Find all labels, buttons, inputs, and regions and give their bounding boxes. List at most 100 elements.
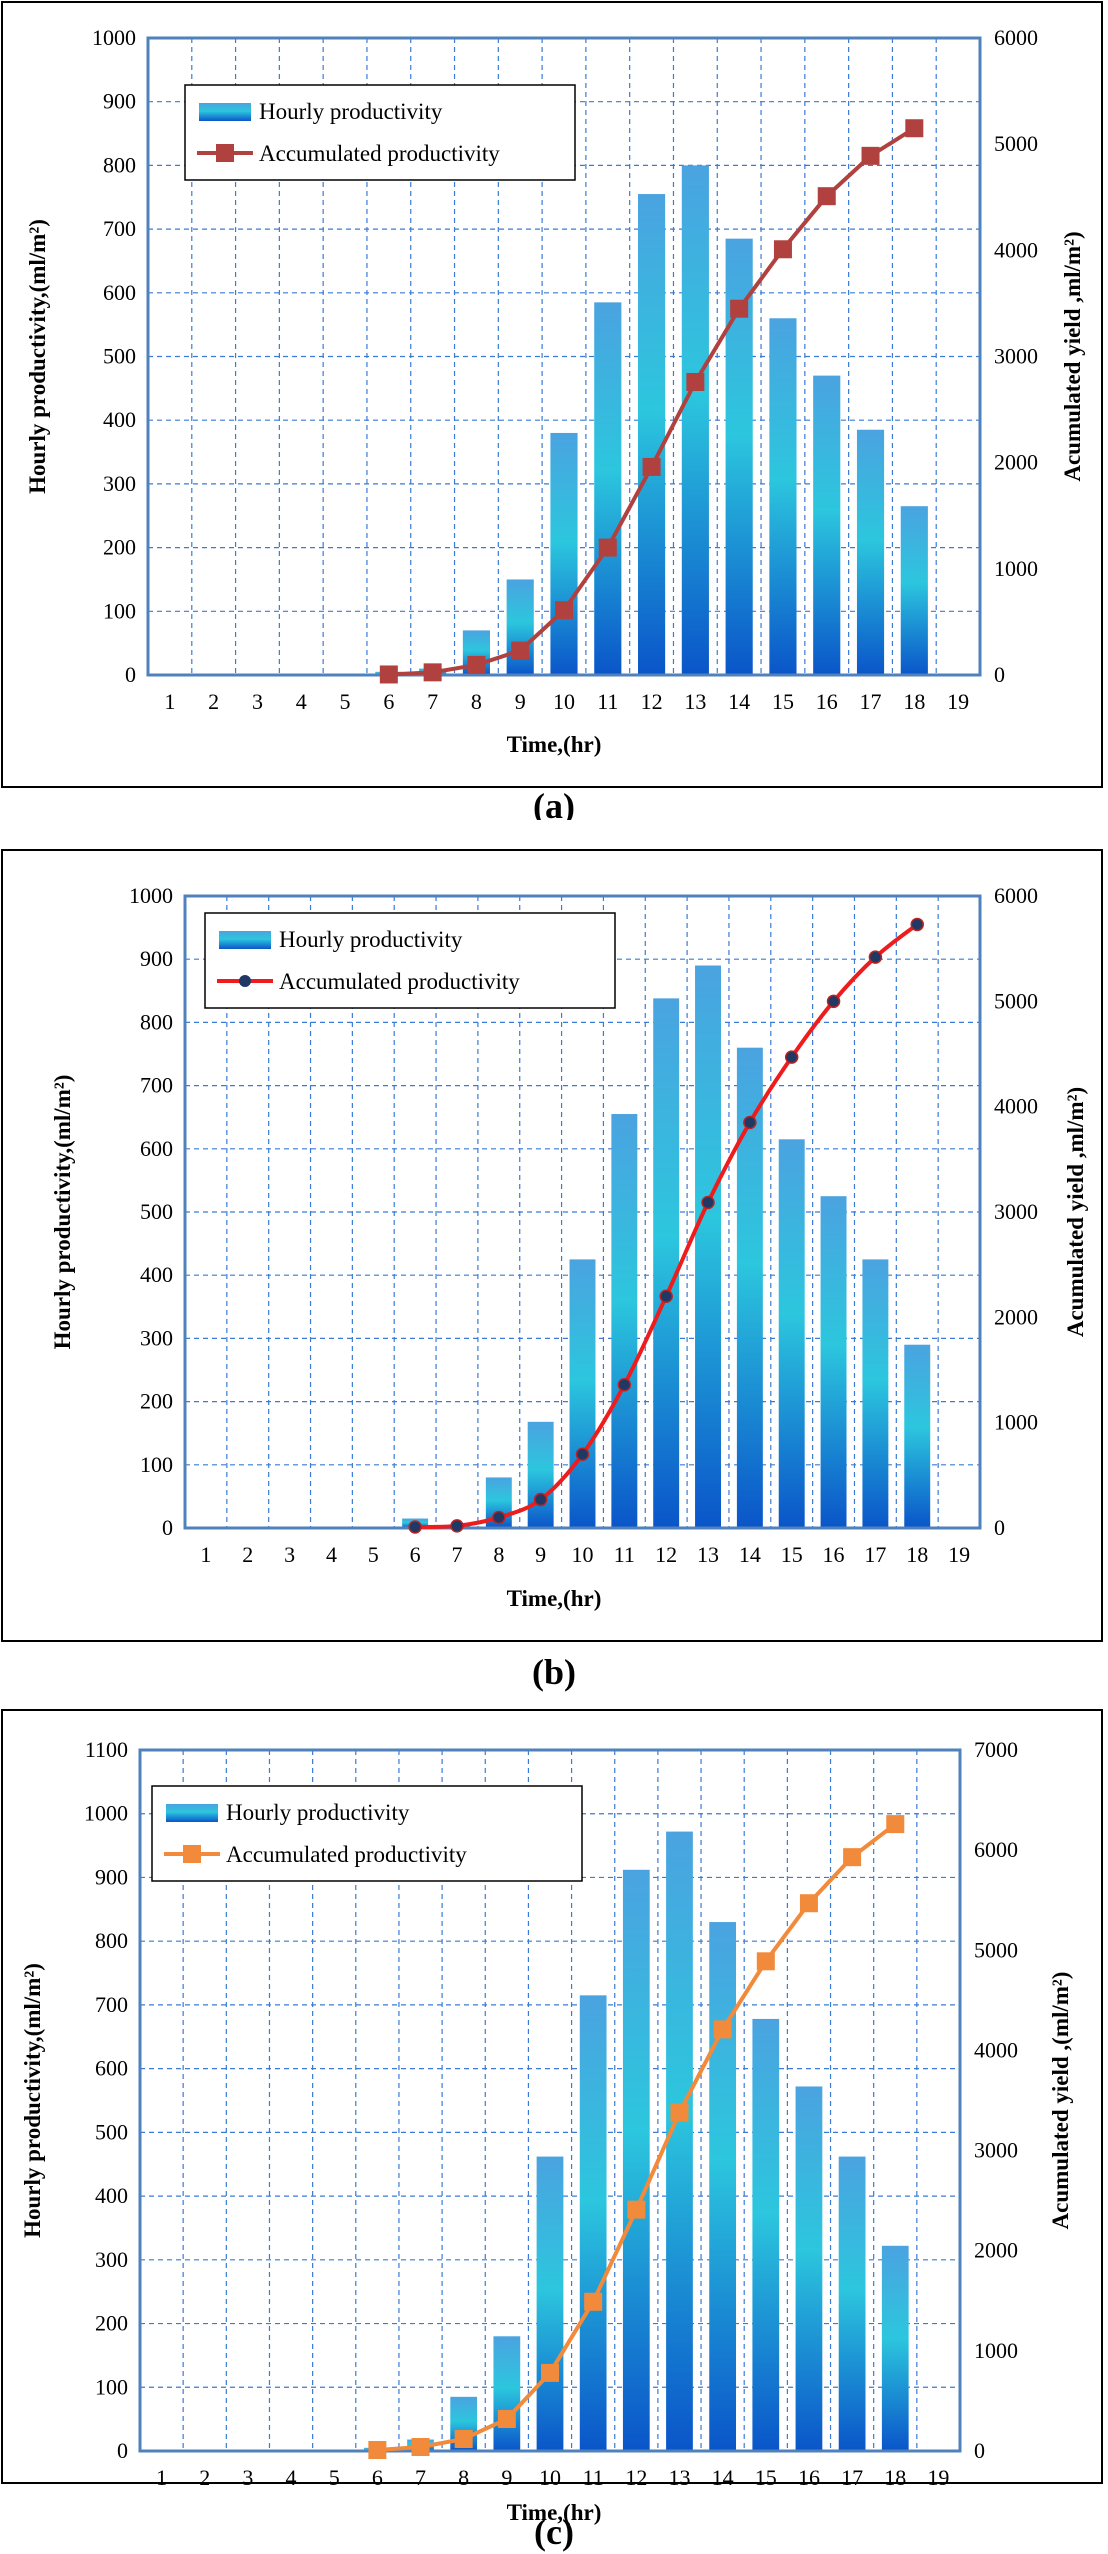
- plot-area-border: [138, 1748, 962, 2453]
- x-tick-label: 4: [296, 689, 307, 714]
- y2-tick-label: 5000: [994, 988, 1038, 1013]
- accumulated-point-hour-9: [497, 2409, 516, 2428]
- x-tick-label: 9: [501, 2465, 512, 2490]
- accumulated-point-hour-16: [799, 1894, 818, 1913]
- x-tick-label: 10: [572, 1542, 594, 1567]
- legend-label-hourly: Hourly productivity: [226, 1800, 410, 1825]
- y-axis-title: Hourly productivity,(ml/m²): [25, 219, 50, 494]
- y-tick-label: 100: [103, 598, 136, 623]
- legend-box: [184, 84, 576, 181]
- accumulated-point-hour-17: [843, 1848, 862, 1867]
- bar-hour-18: [881, 2245, 909, 2451]
- bar-hour-9: [506, 579, 534, 675]
- x-tick-label: 9: [515, 689, 526, 714]
- y-tick-label: 1000: [84, 1801, 128, 1826]
- x-tick-label: 12: [641, 689, 663, 714]
- legend-label-accumulated: Accumulated productivity: [259, 141, 500, 166]
- x-tick-label: 13: [684, 689, 706, 714]
- bar-hour-18: [904, 1344, 931, 1528]
- accumulated-point-hour-15: [756, 1952, 775, 1971]
- bar-hour-10: [536, 2156, 564, 2451]
- accumulated-point-hour-15: [773, 240, 792, 259]
- accumulated-point-hour-10: [541, 2363, 559, 2382]
- accumulated-point-hour-15: [784, 1050, 799, 1064]
- legend: Hourly productivity Accumulated productiv…: [184, 84, 576, 181]
- accumulated-point-hour-11: [584, 2292, 603, 2311]
- legend: Hourly productivity Accumulated productiv…: [151, 1785, 583, 1882]
- accumulated-point-hour-7: [423, 663, 442, 682]
- y2-tick-label: 2000: [974, 2238, 1018, 2263]
- accumulated-point-hour-9: [511, 641, 530, 660]
- legend-bar-swatch: [166, 1804, 218, 1822]
- accumulated-point-hour-12: [642, 457, 661, 476]
- x-axis-title: Time,(hr): [507, 732, 602, 757]
- x-tick-label: 12: [655, 1542, 677, 1567]
- y-tick-label: 900: [103, 89, 136, 114]
- y-tick-label: 400: [140, 1262, 173, 1287]
- accumulated-point-hour-11: [598, 538, 617, 557]
- x-tick-label: 12: [625, 2465, 647, 2490]
- x-tick-label: 5: [340, 689, 351, 714]
- x-tick-label: 18: [884, 2465, 906, 2490]
- bar-hour-9: [527, 1421, 554, 1528]
- y-tick-label: 500: [140, 1199, 173, 1224]
- accumulated-point-hour-8: [467, 655, 486, 674]
- x-tick-label: 18: [906, 1542, 928, 1567]
- accumulated-point-hour-12: [659, 1289, 673, 1304]
- bar-hour-10: [569, 1259, 596, 1528]
- y-tick-label: 300: [95, 2247, 128, 2272]
- accumulated-point-hour-14: [713, 2020, 732, 2039]
- y2-tick-label: 6000: [974, 1837, 1018, 1862]
- y2-tick-label: 6000: [994, 883, 1038, 908]
- y2-tick-label: 4000: [994, 1094, 1038, 1119]
- x-tick-label: 13: [668, 2465, 690, 2490]
- x-tick-label: 18: [903, 689, 925, 714]
- y-tick-label: 200: [140, 1389, 173, 1414]
- x-tick-label: 5: [368, 1542, 379, 1567]
- legend-bar-swatch: [199, 103, 251, 121]
- accumulated-point-hour-8: [492, 1510, 506, 1525]
- bar-hour-17: [838, 2156, 866, 2451]
- x-tick-label: 19: [948, 1542, 970, 1567]
- y2-tick-label: 2000: [994, 1304, 1038, 1329]
- x-tick-label: 15: [781, 1542, 803, 1567]
- y-tick-label: 1100: [85, 1737, 128, 1762]
- bar-hour-13: [666, 1831, 693, 2451]
- bar-hour-13: [695, 965, 721, 1528]
- x-tick-label: 16: [798, 2465, 820, 2490]
- legend-label-hourly: Hourly productivity: [259, 99, 443, 124]
- chart-b: 0 100 200 300 400 500 600 700 800 900 1000 0 1000 200…: [1, 849, 1103, 1692]
- bar-hour-13: [681, 165, 709, 675]
- x-tick-label: 10: [539, 2465, 561, 2490]
- y2-tick-label: 0: [994, 1515, 1005, 1540]
- accumulated-point-hour-8: [454, 2429, 473, 2448]
- x-tick-label: 2: [208, 689, 219, 714]
- y-tick-label: 500: [103, 344, 136, 369]
- accumulated-point-hour-17: [861, 146, 880, 165]
- y2-tick-label: 3000: [994, 344, 1038, 369]
- y2-tick-label: 0: [994, 662, 1005, 687]
- x-tick-label: 5: [329, 2465, 340, 2490]
- caption-c: (c): [534, 2512, 574, 2552]
- bar-hour-17: [862, 1259, 889, 1528]
- x-tick-label: 11: [597, 689, 618, 714]
- y2-tick-label: 4000: [974, 2037, 1018, 2062]
- legend: Hourly productivity Accumulated productiv…: [204, 912, 616, 1009]
- x-tick-label: 11: [614, 1542, 635, 1567]
- bar-hour-10: [550, 432, 578, 675]
- accumulated-point-hour-7: [450, 1519, 464, 1533]
- accumulated-point-hour-10: [555, 601, 573, 620]
- y-tick-label: 200: [95, 2311, 128, 2336]
- bar-hour-16: [820, 1196, 847, 1528]
- accumulated-point-hour-12: [627, 2200, 646, 2219]
- accumulated-point-hour-9: [533, 1492, 548, 1507]
- chart-panel-a: 0 100 200 300 400 500 600 700 800 900 1000 0 1000 200…: [0, 0, 1108, 820]
- accumulated-point-hour-7: [411, 2437, 430, 2456]
- x-tick-label: 7: [415, 2465, 426, 2490]
- x-tick-label: 3: [242, 2465, 253, 2490]
- y2-tick-label: 3000: [974, 2138, 1018, 2163]
- x-tick-label: 1: [164, 689, 175, 714]
- x-axis-title: Time,(hr): [507, 2500, 602, 2525]
- y2-tick-label: 1000: [994, 556, 1038, 581]
- bar-hour-12: [653, 998, 680, 1528]
